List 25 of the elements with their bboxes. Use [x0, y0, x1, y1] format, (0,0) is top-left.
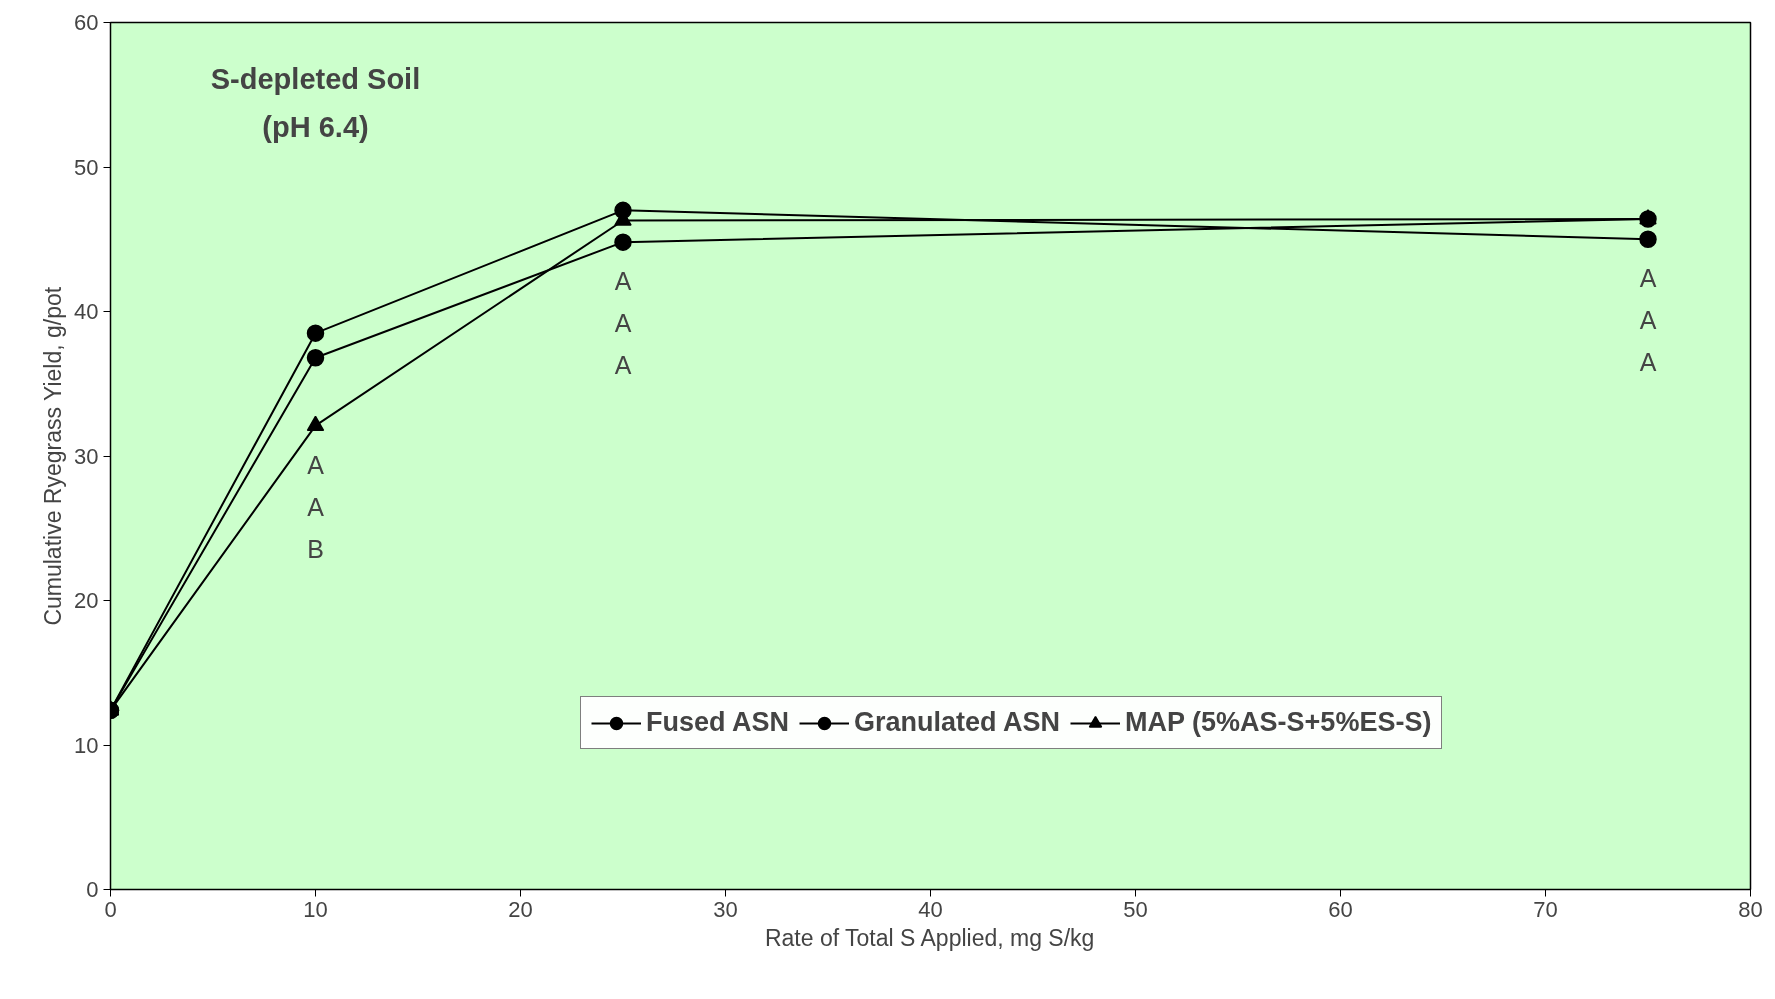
x-tick-label: 40: [918, 896, 943, 922]
x-tick-label: 70: [1533, 896, 1558, 922]
x-axis-title: Rate of Total S Applied, mg S/kg: [764, 924, 1095, 951]
y-tick-label: 20: [74, 588, 99, 613]
y-tick-label: 10: [74, 732, 99, 758]
annotation: A A B: [307, 450, 325, 563]
legend-label: Granulated ASN: [854, 707, 1061, 738]
x-tick-label: 10: [303, 896, 328, 922]
x-tick-label: 50: [1123, 896, 1148, 922]
annotation: A A A: [1639, 264, 1657, 377]
y-tick-label: 30: [74, 443, 99, 469]
x-tick-label: 20: [508, 896, 533, 922]
annotation: A A A: [614, 267, 632, 380]
x-tick-label: 30: [713, 896, 738, 922]
y-tick-label: 50: [74, 154, 99, 180]
y-tick-label: 60: [74, 10, 99, 35]
x-tick-label: 80: [1738, 896, 1763, 922]
text: S-depleted Soil (pH 6.4): [210, 62, 421, 143]
y-tick-label: 40: [74, 299, 99, 324]
legend-label: Fused ASN: [646, 707, 790, 738]
y-tick-label: 0: [86, 877, 99, 902]
x-tick-label: 60: [1328, 896, 1353, 922]
x-tick-label: 0: [104, 896, 117, 922]
legend-label: MAP (5%AS-S+5%ES-S): [1125, 707, 1432, 738]
y-axis-title: Cumulative Ryegrass Yield, g/pot: [40, 286, 67, 626]
